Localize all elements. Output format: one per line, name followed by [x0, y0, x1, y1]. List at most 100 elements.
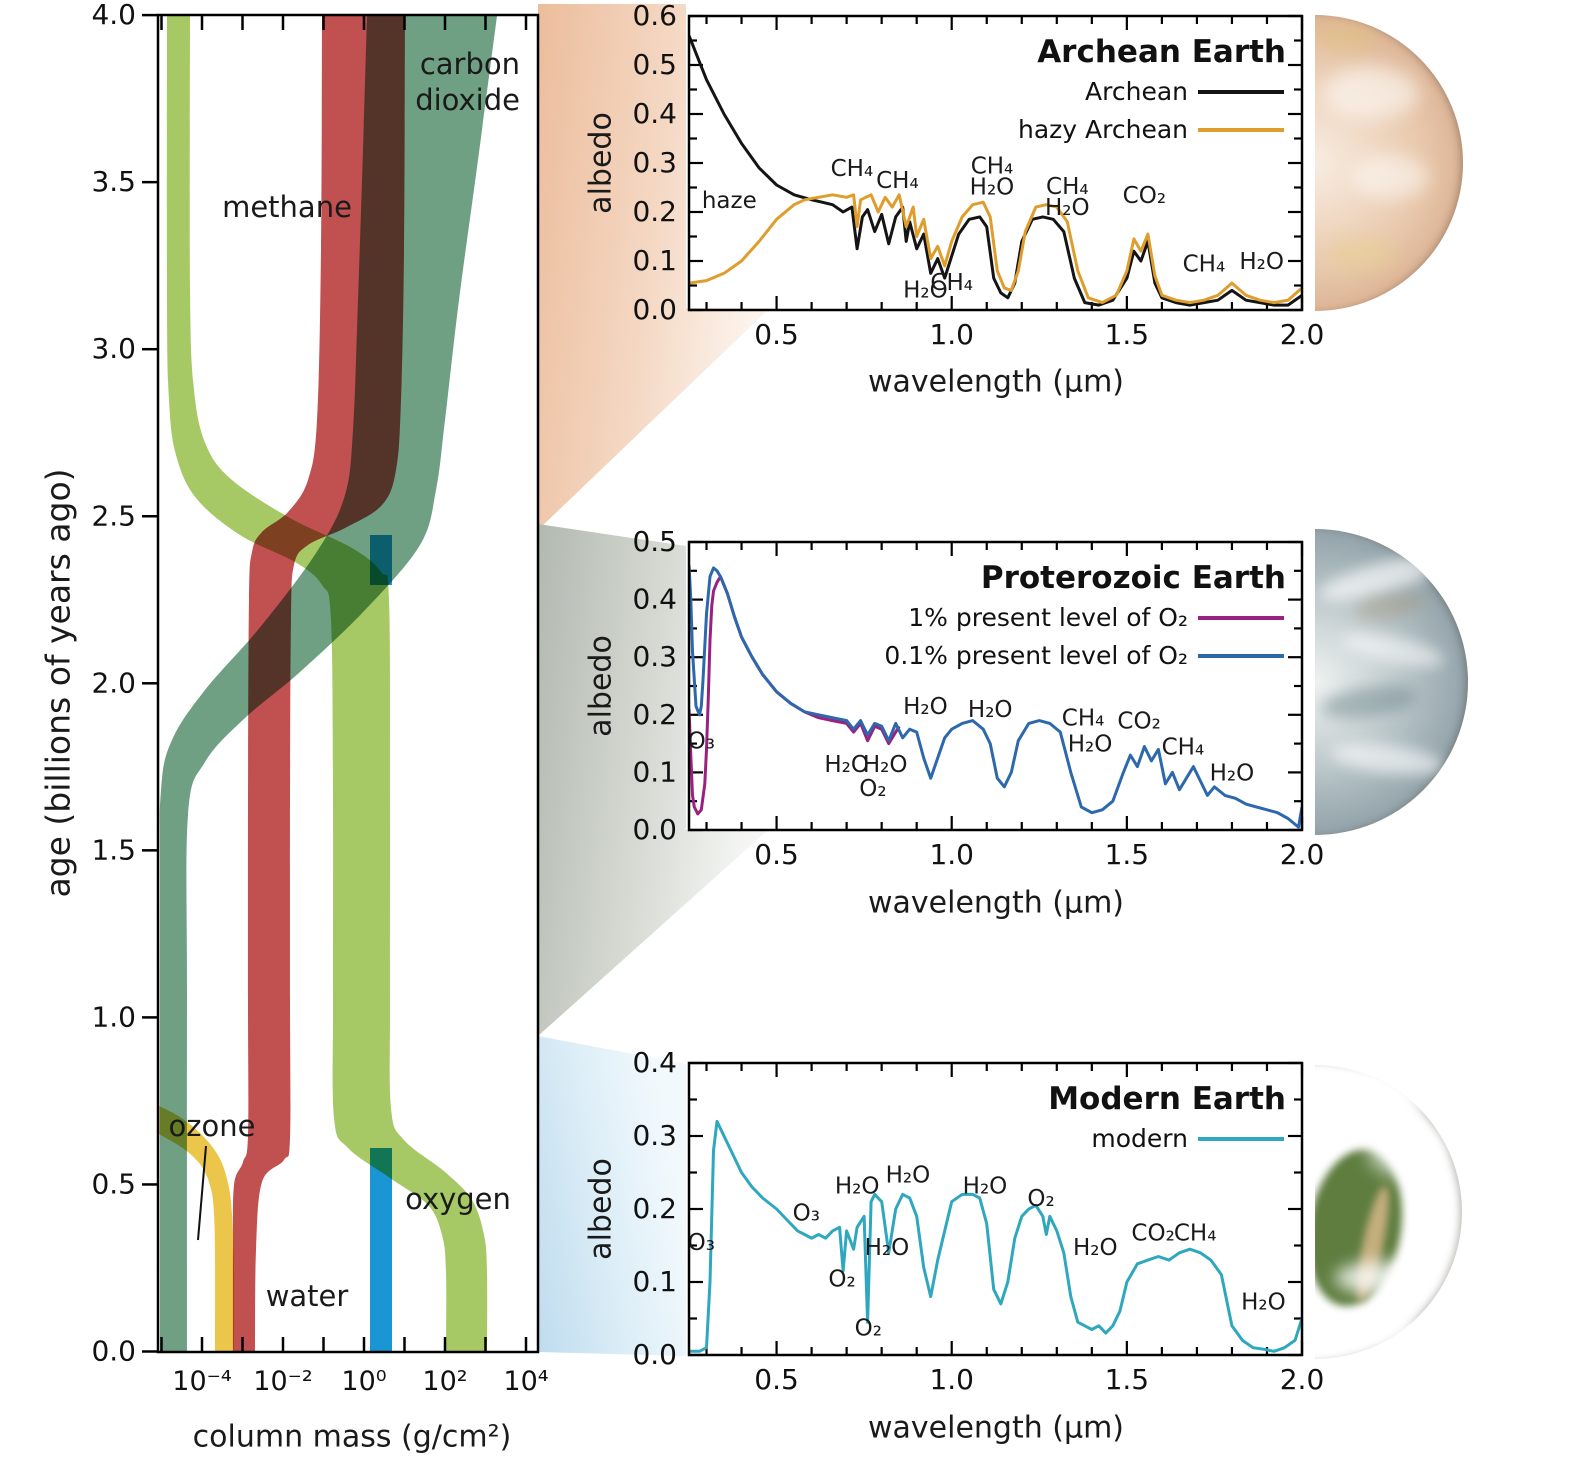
left-y-tick-label: 1.5	[91, 833, 136, 866]
molecule-label: H₂O	[903, 694, 948, 720]
left-y-tick-label: 0.5	[91, 1167, 136, 1200]
legend-item-label: modern	[1091, 1124, 1188, 1153]
left-y-tick-label: 4.0	[91, 0, 136, 31]
panel-box	[687, 14, 1304, 312]
molecule-label: CH₄	[1062, 706, 1105, 732]
x-tick-label: 1.5	[1105, 838, 1150, 871]
y-tick-label: 0.0	[632, 1338, 677, 1371]
left-y-tick-label: 3.5	[91, 165, 136, 198]
molecule-label: H₂O	[863, 752, 908, 778]
left-x-tick-label: 10²	[422, 1366, 467, 1397]
molecule-label: O₃	[688, 729, 715, 755]
y-tick-label: 0.6	[632, 0, 677, 32]
archean-y-axis-title: albedo	[583, 112, 619, 214]
panel-title: Archean Earth	[1037, 34, 1286, 70]
x-tick-label: 1.5	[1105, 1363, 1150, 1396]
band-label-methane: methane	[222, 190, 352, 224]
x-tick-label: 0.5	[754, 1363, 799, 1396]
panel-title: Modern Earth	[1048, 1081, 1286, 1117]
left-y-tick-label: 2.0	[91, 666, 136, 699]
x-tick-label: 2.0	[1280, 838, 1325, 871]
molecule-label: CH₄	[1174, 1220, 1217, 1246]
y-tick-label: 0.4	[632, 1046, 677, 1079]
molecule-label: O₂	[855, 1315, 882, 1341]
spectrum-curve-Archean	[689, 35, 1302, 307]
spectrum-curve-modern	[689, 1119, 1302, 1353]
left-y-tick-label: 0.0	[91, 1335, 136, 1368]
left-x-tick-label: 10⁻²	[253, 1366, 312, 1397]
gas-bands	[157, 16, 497, 1352]
left-x-tick-label: 10⁴	[503, 1366, 548, 1397]
modern-y-axis-title: albedo	[583, 1158, 619, 1260]
spectrum-panel-archean: 0.5 1.0 1.5 2.0 0.6 0.5 0.4 0.3 0.2 0.1 0.0 haze CH₄…	[632, 0, 1324, 351]
molecule-label: H₂O	[1068, 732, 1113, 758]
x-tick-label: 1.0	[929, 1363, 974, 1396]
molecule-label: H₂O	[835, 1174, 880, 1200]
molecule-label: O₂	[1027, 1186, 1054, 1212]
molecule-label: H₂O	[963, 1174, 1008, 1200]
band-label-oxygen: oxygen	[405, 1182, 511, 1216]
left-y-tick-label: 1.0	[91, 1000, 136, 1033]
x-tick-label: 1.5	[1105, 318, 1150, 351]
wedge-modern	[538, 1036, 686, 1356]
molecule-label: O₂	[859, 776, 886, 802]
molecule-label: H₂O	[970, 175, 1015, 201]
y-tick-label: 0.0	[632, 813, 677, 846]
spectrum-curve-hazy Archean	[689, 193, 1302, 305]
molecule-label: CH₄	[971, 153, 1014, 179]
ozone-pointer-line	[197, 1145, 207, 1241]
molecule-label: O₂	[828, 1266, 855, 1292]
band-label-ozone: ozone	[168, 1109, 256, 1143]
oxygen-band	[166, 16, 488, 1352]
molecule-label: H₂O	[1073, 1235, 1118, 1261]
molecule-label: H₂O	[1241, 1290, 1286, 1316]
spectrum-panel-proterozoic: 0.5 1.0 1.5 2.00.50.40.30.20.10.0O₃H₂OH₂OO₂…	[632, 525, 1324, 871]
archean-x-axis-title: wavelength (μm)	[867, 364, 1125, 400]
left-x-tick-label: 10⁰	[341, 1366, 386, 1397]
legend-item-label: 0.1% present level of O₂	[884, 641, 1188, 670]
band-label-water: water	[265, 1279, 349, 1313]
x-tick-label: 2.0	[1280, 1363, 1325, 1396]
molecule-label: CH₄	[930, 270, 973, 296]
panel-box	[687, 540, 1304, 832]
x-tick-label: 0.5	[754, 838, 799, 871]
legend-item-label: hazy Archean	[1018, 115, 1188, 144]
molecule-label: H₂O	[903, 277, 948, 303]
y-tick-label: 0.5	[632, 525, 677, 558]
panel-box	[687, 1061, 1304, 1357]
y-tick-label: 0.0	[632, 293, 677, 326]
spectrum-curve-0.1% present level of O₂	[689, 564, 1302, 829]
y-tick-label: 0.3	[632, 640, 677, 673]
molecule-label: CH₄	[1162, 734, 1205, 760]
y-tick-label: 0.3	[632, 146, 677, 179]
y-tick-label: 0.1	[632, 755, 677, 788]
left-x-tick-label: 10⁻⁴	[172, 1366, 231, 1397]
y-tick-label: 0.2	[632, 698, 677, 731]
band-label-carbon-dioxide: carbon dioxide	[415, 46, 520, 118]
molecule-label: H₂O	[886, 1163, 931, 1189]
y-tick-label: 0.4	[632, 97, 677, 130]
molecule-label: CO₂	[1131, 1220, 1174, 1246]
y-tick-label: 0.2	[632, 195, 677, 228]
ozone-band	[157, 1105, 235, 1352]
molecule-label: O₃	[688, 1230, 715, 1256]
molecule-label: H₂O	[865, 1235, 910, 1261]
y-tick-label: 0.3	[632, 1119, 677, 1152]
wedge-proterozoic	[538, 524, 768, 1036]
x-tick-label: 1.0	[929, 838, 974, 871]
dioxide-line: dioxide	[415, 83, 520, 117]
molecule-label: CO₂	[1117, 709, 1160, 735]
molecule-label: CH₄	[876, 168, 919, 194]
molecule-label: CH₄	[1046, 174, 1089, 200]
y-tick-label: 0.1	[632, 1265, 677, 1298]
molecule-label: CO₂	[1123, 183, 1166, 209]
molecule-label: haze	[702, 188, 757, 214]
wedge-archean	[538, 4, 770, 530]
legend-item-label: 1% present level of O₂	[908, 603, 1188, 632]
panel-title: Proterozoic Earth	[981, 560, 1286, 596]
modern-x-axis-title: wavelength (μm)	[867, 1410, 1125, 1446]
methane-band	[232, 16, 405, 1352]
molecule-label: H₂O	[1045, 195, 1090, 221]
